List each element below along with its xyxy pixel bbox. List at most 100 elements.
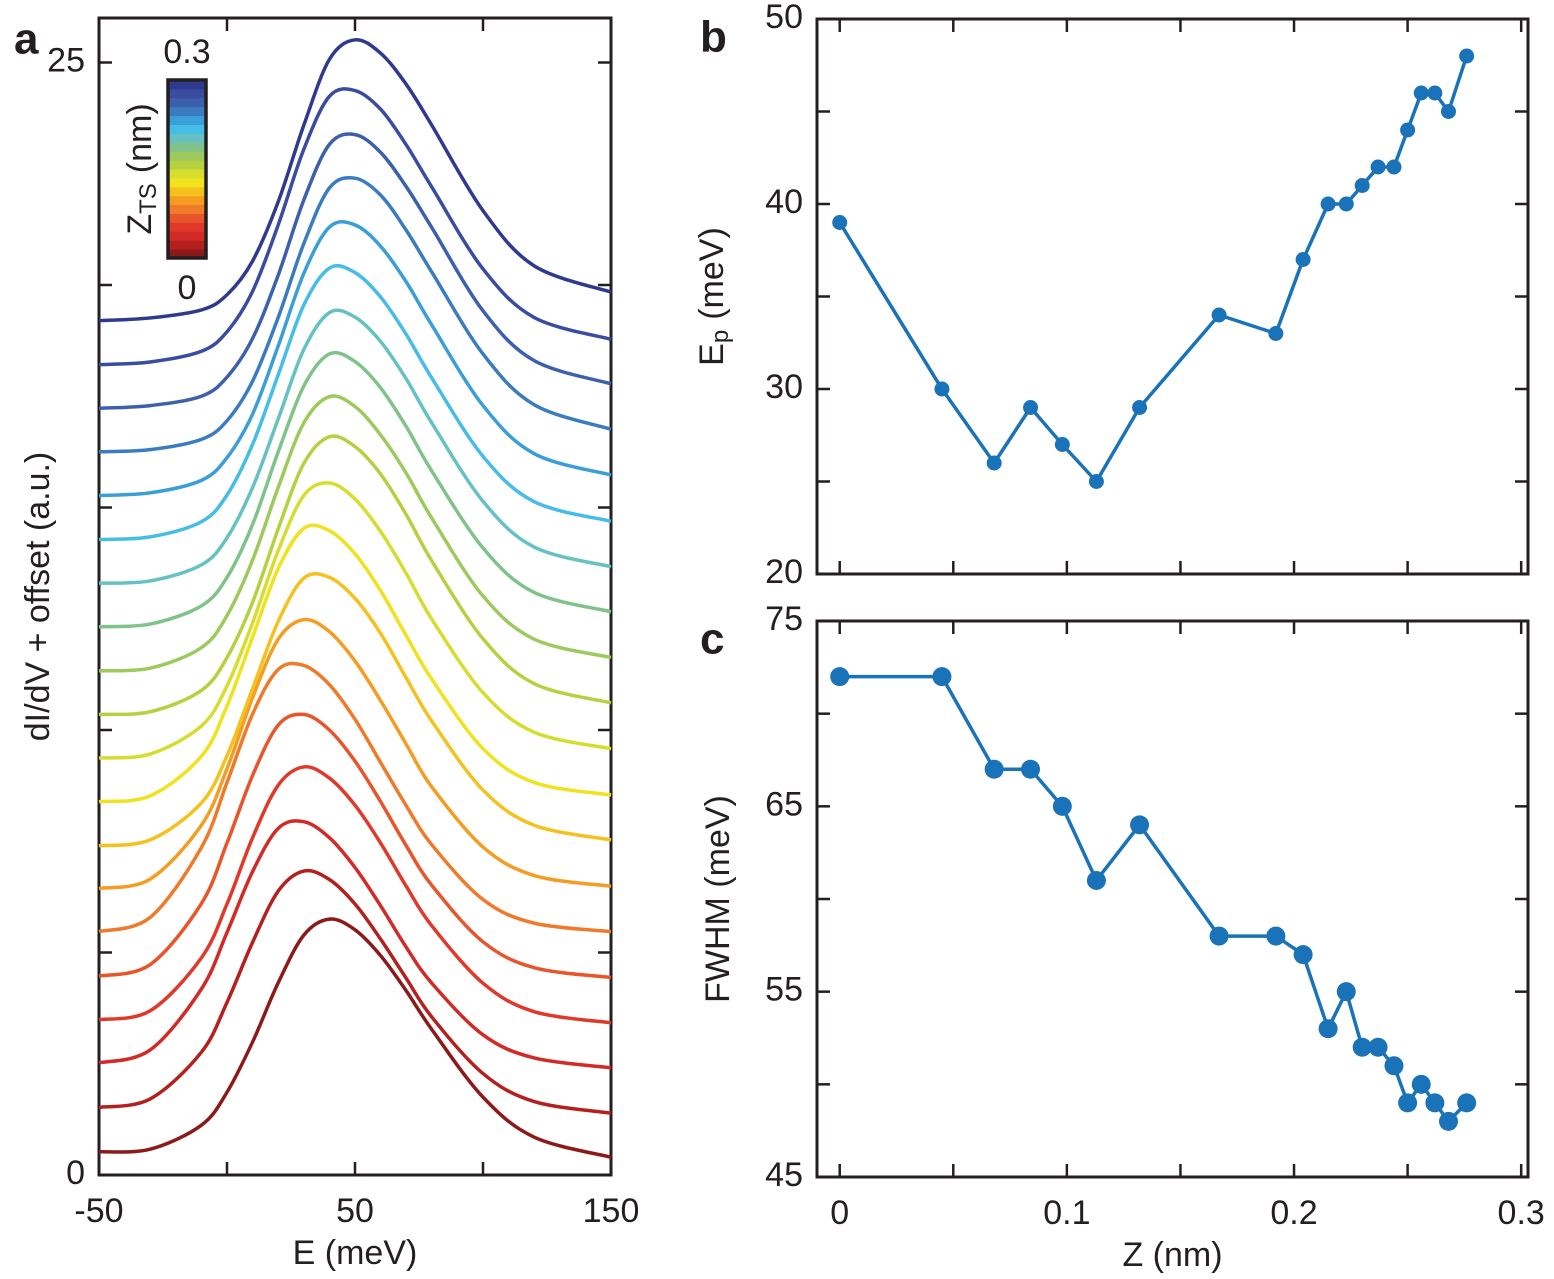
data-line [98, 308, 612, 585]
data-point [1368, 1037, 1388, 1057]
data-point [1457, 1093, 1477, 1113]
data-line [98, 350, 612, 629]
colorbar-swatch [168, 195, 206, 206]
data-point [1338, 196, 1354, 212]
data-point [1354, 178, 1370, 193]
data-line [838, 55, 1469, 484]
colorbar-tick-label: 0 [178, 269, 197, 307]
data-point [986, 455, 1002, 471]
colorbar-swatch [168, 151, 206, 161]
data-line [98, 175, 612, 454]
data-line [98, 712, 612, 980]
data-point [1023, 400, 1039, 415]
data-point [1386, 159, 1402, 175]
data-line [98, 481, 612, 760]
data-point [1459, 48, 1475, 64]
data-line [98, 38, 612, 323]
x-axis-label: E (meV) [293, 1234, 418, 1272]
data-point [1411, 1074, 1431, 1094]
data-point [832, 215, 848, 230]
colorbar-frame [166, 78, 208, 260]
data-point [1086, 870, 1106, 890]
colorbar-swatch [168, 80, 206, 90]
data-point [1425, 1093, 1445, 1113]
colorbar-swatch [168, 160, 206, 170]
data-point [1021, 759, 1041, 779]
colorbar-swatch [168, 97, 206, 108]
colorbar-swatch [168, 222, 206, 232]
y-axis-label-main: dI/dV + offset (a.u.) [19, 452, 57, 741]
y-tick-label: 25 [47, 41, 85, 79]
colorbar-swatch [168, 231, 206, 241]
data-point [1318, 1019, 1338, 1039]
data-point [1438, 1111, 1458, 1131]
y-axis-label-sub: p [707, 330, 734, 343]
data-point [1413, 85, 1429, 101]
data-point [932, 667, 952, 687]
data-point [1211, 307, 1227, 323]
x-tick-label: 150 [583, 1192, 640, 1230]
data-point [1320, 196, 1336, 212]
colorbar-swatch [168, 142, 206, 152]
colorbar-swatch [168, 169, 206, 179]
data-line [98, 868, 612, 1115]
y-tick-label: 50 [765, 0, 803, 36]
data-point [1440, 104, 1456, 119]
data-point [1293, 945, 1313, 965]
y-axis-label-main: FWHM (meV) [699, 795, 737, 1003]
colorbar-swatch [168, 177, 206, 188]
data-line [98, 264, 612, 542]
data-line [98, 765, 612, 1025]
data-line [98, 819, 612, 1070]
data-line [98, 394, 612, 673]
colorbar-tick-label: 0.3 [163, 33, 210, 71]
data-point [1400, 122, 1416, 138]
colorbar-swatch [168, 124, 206, 134]
colorbar-title-main: Z [121, 214, 159, 235]
data-point [1266, 926, 1286, 946]
data-line [98, 132, 612, 411]
colorbar-swatch [168, 186, 206, 197]
y-axis-label: dI/dV + offset (a.u.) [19, 452, 57, 741]
data-line [98, 434, 612, 717]
data-point [934, 381, 950, 397]
data-point [984, 759, 1004, 779]
data-point [1398, 1093, 1418, 1113]
data-point [1295, 252, 1311, 267]
plot-frame [815, 17, 1530, 576]
y-axis-label: Ep (meV) [693, 227, 734, 366]
y-tick-label: 75 [765, 600, 803, 638]
panel-letter: b [700, 13, 727, 62]
y-tick-label: 55 [765, 971, 803, 1009]
x-tick-label: 50 [336, 1192, 374, 1230]
x-axis-label: Z (nm) [1122, 1236, 1222, 1274]
y-tick-label: 45 [765, 1156, 803, 1194]
data-point [1427, 85, 1443, 101]
data-point [1352, 1037, 1372, 1057]
data-point [830, 667, 850, 687]
y-tick-label: 30 [765, 368, 803, 406]
data-point [1130, 815, 1150, 835]
colorbar-swatch [168, 204, 206, 214]
colorbar-swatch [168, 249, 206, 259]
y-axis-label: FWHM (meV) [699, 795, 737, 1003]
x-tick-label: 0.3 [1498, 1194, 1545, 1232]
data-point [1268, 326, 1284, 341]
panel-letter: a [14, 15, 39, 64]
data-point [1054, 437, 1070, 452]
data-line [98, 87, 612, 367]
x-tick-label: 0.2 [1270, 1194, 1317, 1232]
y-tick-label: 20 [765, 553, 803, 591]
x-tick-label: -50 [74, 1192, 123, 1230]
data-point [1088, 474, 1104, 489]
data-line [98, 220, 612, 498]
data-point [1336, 982, 1356, 1002]
colorbar-swatch [168, 115, 206, 125]
data-line [98, 617, 612, 891]
y-axis-label-main: E [693, 343, 731, 366]
y-tick-label: 0 [66, 1154, 85, 1192]
data-point [1370, 159, 1386, 175]
colorbar-title-rest: (nm) [121, 103, 159, 173]
data-point [1052, 796, 1072, 816]
